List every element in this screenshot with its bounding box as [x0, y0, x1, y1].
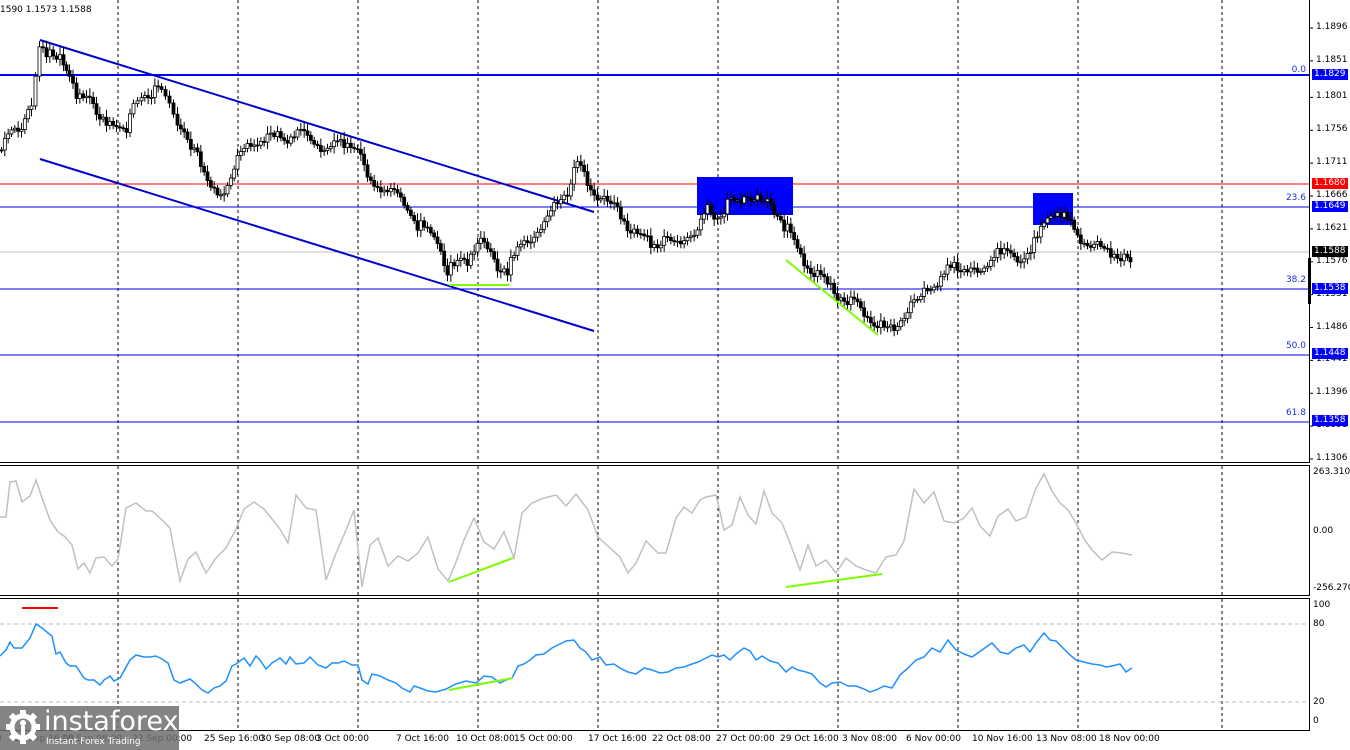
cci-axis-min: -256.2704: [1313, 583, 1350, 593]
price-tick-label: 1.1441: [1316, 354, 1348, 365]
resistance-zone-1: [697, 177, 793, 215]
price-tick-label: 1.1666: [1316, 190, 1348, 201]
time-label: 17 Oct 16:00: [588, 734, 647, 744]
price-tag: 1.1680: [1312, 178, 1348, 189]
logo-tagline: Instant Forex Trading: [46, 737, 141, 747]
price-tick-label: 1.1576: [1316, 255, 1348, 266]
time-label: 15 Oct 00:00: [514, 734, 573, 744]
time-label: 27 Oct 00:00: [716, 734, 775, 744]
price-tag: 1.1538: [1312, 283, 1348, 294]
time-label: 25 Sep 16:00: [204, 734, 265, 744]
time-label: 30 Sep 08:00: [260, 734, 321, 744]
price-tick-label: 1.1486: [1316, 321, 1348, 332]
time-label: 22 Oct 08:00: [652, 734, 711, 744]
price-tick-label: 1.1306: [1316, 453, 1348, 463]
fib-label-50.0: 50.0: [1285, 341, 1306, 351]
channel-upper: [39, 39, 595, 213]
time-label: 3 Oct 00:00: [316, 734, 369, 744]
price-tag: 1.1448: [1312, 348, 1348, 359]
stochastic-panel[interactable]: [0, 598, 1310, 731]
fib-label-23.6: 23.6: [1285, 193, 1306, 203]
cci-axis-zero: 0.00: [1313, 526, 1334, 536]
cci-panel[interactable]: [0, 465, 1310, 596]
time-label: 10 Nov 16:00: [972, 734, 1033, 744]
price-tag: 1.1829: [1312, 69, 1348, 80]
price-tick-label: 1.1801: [1316, 91, 1348, 102]
channel-lower: [39, 158, 595, 332]
instaforex-logo: instaforex Instant Forex Trading: [0, 706, 179, 750]
time-label: 3 Nov 08:00: [842, 734, 897, 744]
cci-line: [0, 472, 1133, 588]
price-tick-label: 1.1396: [1316, 387, 1348, 398]
stoch-axis-80: 80: [1313, 619, 1325, 629]
time-label: 10 Oct 08:00: [456, 734, 515, 744]
price-tag: 1.1588: [1312, 246, 1348, 257]
time-label: 13 Nov 08:00: [1036, 734, 1097, 744]
main-chart-panel[interactable]: [0, 0, 1310, 463]
price-tick-label: 1.1851: [1316, 54, 1348, 65]
fib-label-38.2: 38.2: [1285, 275, 1306, 285]
time-label: 7 Oct 16:00: [396, 734, 449, 744]
logo-text: instaforex: [44, 706, 179, 737]
price-tick-label: 1.1756: [1316, 124, 1348, 135]
stoch-axis-20: 20: [1313, 697, 1325, 707]
price-tick-label: 1.1896: [1316, 22, 1348, 32]
stoch-axis-0: 0: [1313, 716, 1319, 726]
time-label: 29 Oct 16:00: [780, 734, 839, 744]
time-label: 6 Nov 00:00: [906, 734, 961, 744]
price-tick-label: 1.1621: [1316, 222, 1348, 233]
price-tick-label: 1.1711: [1316, 157, 1348, 168]
price-tag: 1.1358: [1312, 415, 1348, 426]
cci-axis-max: 263.3101: [1313, 467, 1350, 477]
price-tag: 1.1649: [1312, 201, 1348, 212]
ohlc-header: 1590 1.1573 1.1588: [0, 5, 92, 15]
stochastic-line: [0, 622, 1133, 694]
gear-icon: [6, 710, 40, 744]
time-label: 18 Nov 00:00: [1099, 734, 1160, 744]
stoch-axis-100: 100: [1313, 600, 1331, 610]
fib-label-61.8: 61.8: [1285, 408, 1306, 418]
fib-label-0.0: 0.0: [1291, 65, 1306, 75]
